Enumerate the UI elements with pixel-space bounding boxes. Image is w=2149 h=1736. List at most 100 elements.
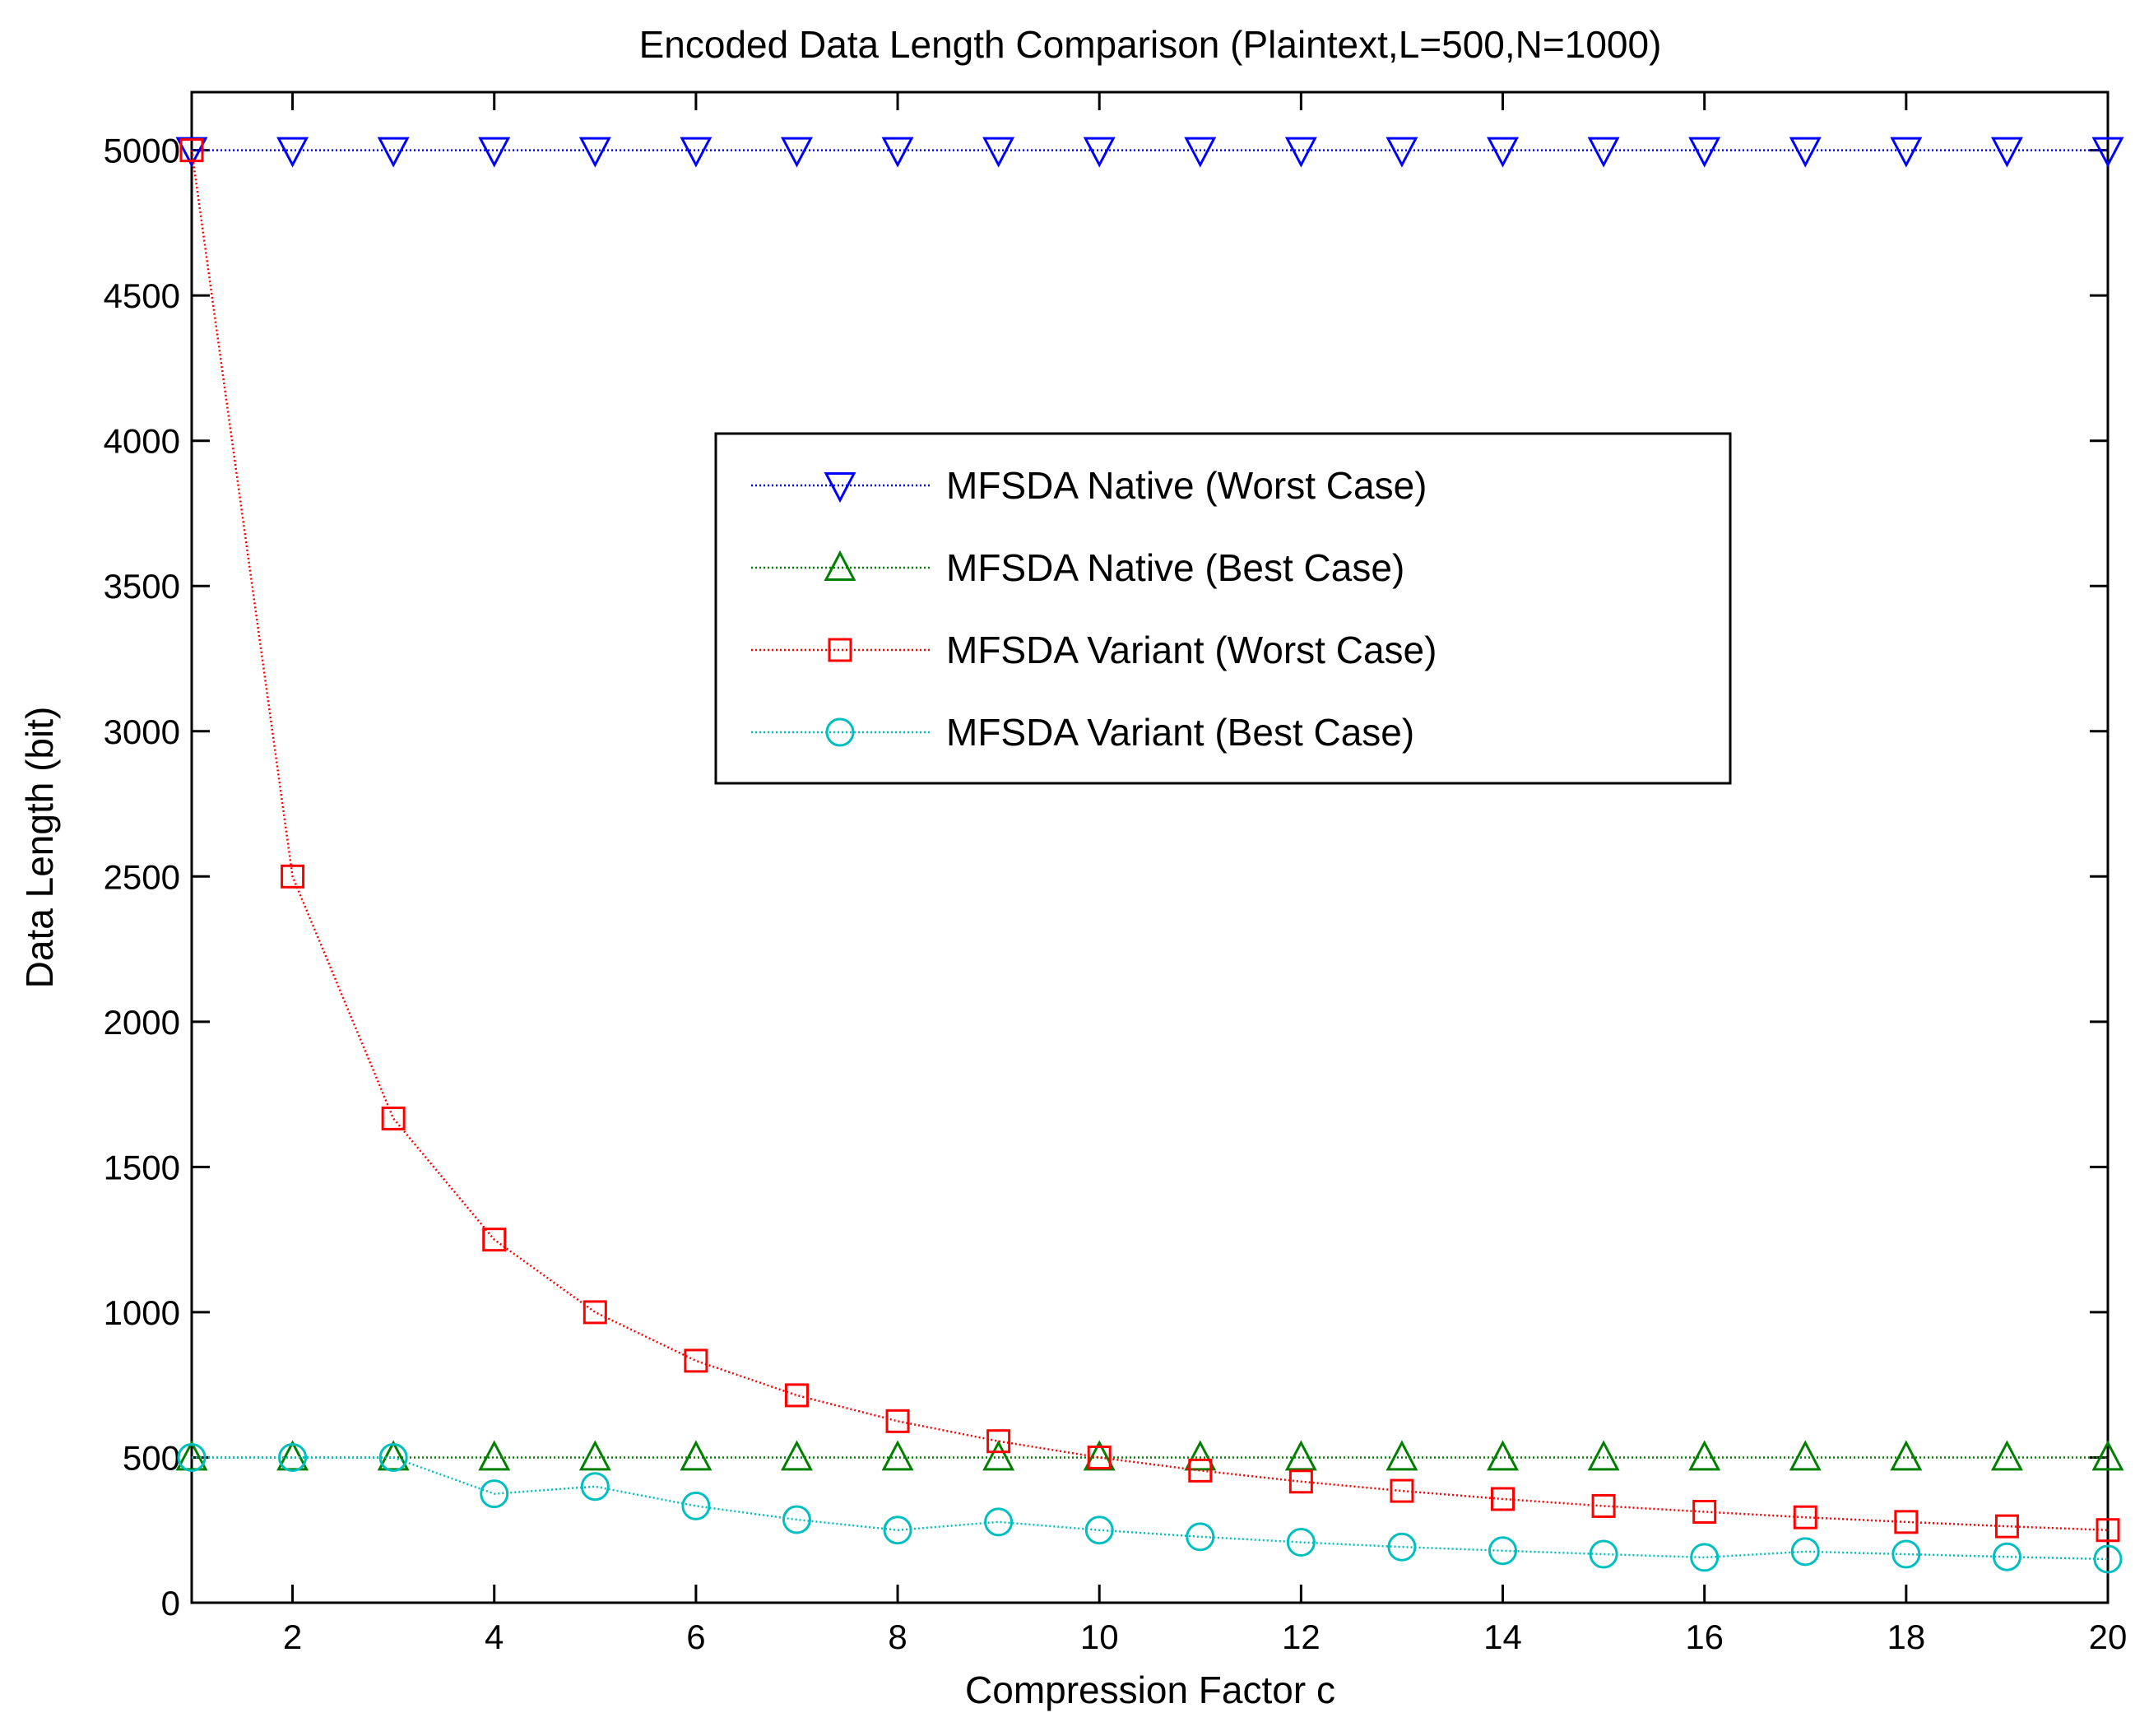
- y-tick-label: 1000: [104, 1293, 180, 1332]
- data-point: [1994, 1514, 2019, 1539]
- x-tick-label: 12: [1282, 1618, 1320, 1656]
- legend-marker: [824, 550, 856, 581]
- data-point: [578, 137, 611, 168]
- data-point: [986, 1429, 1011, 1454]
- data-point: [1688, 137, 1721, 168]
- data-point: [1387, 1532, 1417, 1562]
- series-line: [190, 150, 2109, 1531]
- legend-item: MFSDA Native (Worst Case): [751, 464, 1427, 507]
- y-tick-label: 4500: [104, 276, 180, 315]
- data-point: [1587, 137, 1620, 168]
- legend-item: MFSDA Variant (Worst Case): [751, 629, 1437, 671]
- data-point: [1184, 1440, 1217, 1471]
- data-point: [1891, 1539, 1921, 1569]
- data-point: [1188, 1458, 1213, 1483]
- series-line: [192, 1456, 2109, 1561]
- data-point: [578, 1440, 611, 1471]
- data-point: [1491, 1487, 1515, 1511]
- series-3: [179, 138, 2120, 1543]
- data-point: [1186, 1522, 1215, 1552]
- data-point: [377, 137, 410, 168]
- legend-label: MFSDA Native (Worst Case): [946, 464, 1427, 507]
- y-tick-label: 500: [123, 1438, 180, 1477]
- legend-marker: [824, 472, 856, 504]
- legend-item: MFSDA Native (Best Case): [751, 546, 1404, 589]
- x-tick-label: 18: [1887, 1618, 1925, 1656]
- legend-label: MFSDA Native (Best Case): [946, 546, 1404, 589]
- y-axis-label: Data Length (bit): [18, 707, 61, 989]
- data-point: [583, 1300, 607, 1325]
- series-layer: [175, 137, 2124, 1574]
- data-point: [1286, 1528, 1316, 1557]
- x-tick-label: 16: [1685, 1618, 1724, 1656]
- data-point: [982, 1440, 1015, 1471]
- data-point: [177, 1442, 207, 1472]
- data-point: [1890, 1440, 1923, 1471]
- x-tick-label: 14: [1483, 1618, 1522, 1656]
- plot-frame: [190, 91, 2110, 1604]
- data-point: [1789, 137, 1822, 168]
- chart-title: Encoded Data Length Comparison (Plaintex…: [639, 23, 1662, 66]
- data-point: [885, 1409, 910, 1433]
- data-point: [1894, 1510, 1919, 1534]
- x-tick-label: 6: [686, 1618, 705, 1656]
- data-point: [175, 1440, 208, 1471]
- y-tick-label: 0: [161, 1584, 180, 1622]
- data-point: [1992, 1542, 2021, 1571]
- data-point: [478, 1440, 511, 1471]
- data-point: [1284, 1440, 1317, 1471]
- data-point: [378, 1442, 408, 1472]
- data-point: [1385, 137, 1418, 168]
- data-point: [1488, 1536, 1518, 1566]
- data-point: [1690, 1543, 1720, 1572]
- data-point: [2091, 1440, 2124, 1471]
- data-point: [1487, 1440, 1520, 1471]
- data-point: [1288, 1469, 1313, 1494]
- data-point: [381, 1106, 406, 1130]
- data-point: [984, 1507, 1014, 1537]
- y-tick-label: 5000: [104, 132, 180, 170]
- data-point: [881, 1440, 914, 1471]
- data-point: [684, 1348, 708, 1373]
- series-2: [175, 1440, 2124, 1471]
- data-point: [1084, 1516, 1114, 1545]
- data-point: [1688, 1440, 1721, 1471]
- data-point: [276, 1440, 309, 1471]
- data-point: [482, 1228, 507, 1252]
- axes: 2 4 6 8 10 12 14 16 18 20 0 500 1000 1500 2000 2500 3000…: [104, 91, 2127, 1656]
- data-point: [1790, 1537, 1820, 1567]
- series-4: [177, 1442, 2123, 1574]
- legend-marker: [828, 638, 852, 662]
- data-point: [881, 137, 914, 168]
- data-point: [1087, 1445, 1112, 1469]
- data-point: [1385, 1440, 1418, 1471]
- data-point: [782, 1505, 811, 1534]
- data-point: [1390, 1478, 1414, 1503]
- data-point: [281, 864, 305, 889]
- data-point: [2096, 1518, 2120, 1543]
- y-tick-label: 4000: [104, 422, 180, 461]
- data-point: [680, 1440, 712, 1471]
- data-point: [1284, 137, 1317, 168]
- data-point: [1587, 1440, 1620, 1471]
- x-tick-label: 8: [888, 1618, 907, 1656]
- data-point: [2093, 1544, 2123, 1574]
- data-point: [377, 1440, 410, 1471]
- data-point: [1083, 137, 1116, 168]
- data-point: [478, 137, 511, 168]
- data-point: [1890, 137, 1923, 168]
- x-tick-label: 10: [1080, 1618, 1119, 1656]
- data-point: [580, 1472, 610, 1502]
- data-point: [1487, 137, 1520, 168]
- data-point: [1793, 1505, 1817, 1529]
- data-point: [1184, 137, 1217, 168]
- legend-box: [714, 432, 1732, 785]
- data-point: [1589, 1539, 1618, 1569]
- data-point: [1692, 1499, 1717, 1524]
- data-point: [1990, 1440, 2023, 1471]
- data-point: [2091, 137, 2124, 168]
- data-point: [883, 1516, 912, 1545]
- legend-item: MFSDA Variant (Best Case): [751, 711, 1414, 754]
